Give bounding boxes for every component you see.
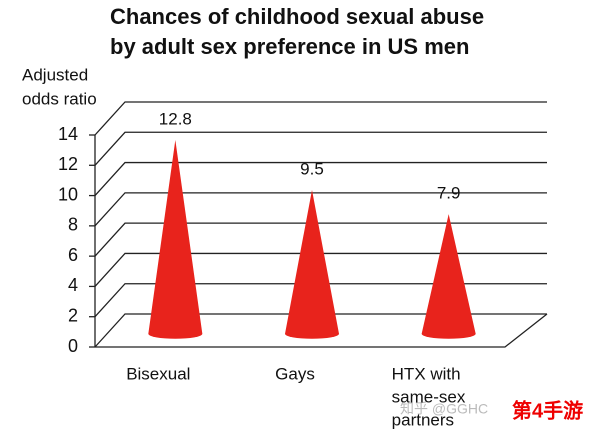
grid-line xyxy=(94,252,547,287)
y-tick-label: 6 xyxy=(68,245,78,265)
y-tick-label: 8 xyxy=(68,215,78,235)
x-tick-label: partners xyxy=(392,410,454,429)
x-tick-label: HTX with xyxy=(392,364,461,383)
x-tick-label: Bisexual xyxy=(126,364,190,383)
watermark: 知乎 @GGHC xyxy=(400,401,488,417)
chart-title: Chances of childhood sexual abuse xyxy=(110,4,484,29)
value-label: 12.8 xyxy=(159,109,192,128)
y-tick-label: 10 xyxy=(58,184,78,204)
y-tick-label: 0 xyxy=(68,336,78,356)
x-tick-label: same-sex xyxy=(392,387,466,406)
x-tick-label: Gays xyxy=(275,364,315,383)
cone xyxy=(421,214,476,339)
grid-line xyxy=(94,313,547,348)
floor xyxy=(95,313,548,348)
y-tick-label: 4 xyxy=(68,275,78,295)
y-tick-label: 2 xyxy=(68,305,78,325)
value-label: 9.5 xyxy=(300,159,324,178)
grid-line xyxy=(94,131,547,166)
grid-line xyxy=(94,222,547,257)
y-tick-label: 12 xyxy=(58,154,78,174)
y-axis-label: Adjusted xyxy=(22,65,88,84)
y-tick-label: 14 xyxy=(58,124,78,144)
watermark: 第4手游 xyxy=(512,398,583,422)
y-axis-label: odds ratio xyxy=(22,89,97,108)
cone xyxy=(148,139,203,339)
grid-line xyxy=(94,283,547,318)
grid-line xyxy=(94,101,547,136)
cone xyxy=(285,189,339,339)
value-label: 7.9 xyxy=(437,184,461,203)
chart-title: by adult sex preference in US men xyxy=(110,34,469,59)
grid-line xyxy=(94,161,547,197)
grid-line xyxy=(94,192,547,227)
